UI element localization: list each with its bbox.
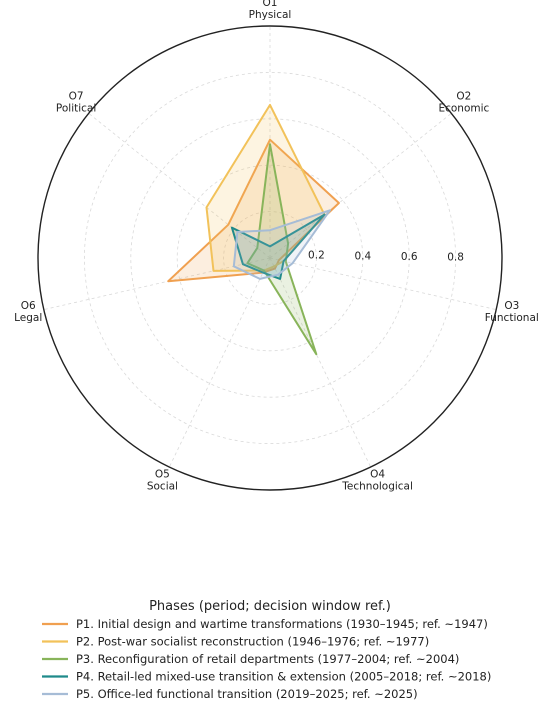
legend-label: P1. Initial design and wartime transform… <box>76 617 488 631</box>
axis-code: O5 <box>155 468 170 480</box>
axis-code: O4 <box>370 468 385 480</box>
axis-label-o5: O5 Social <box>147 468 178 492</box>
grid-spoke <box>168 257 271 468</box>
axis-label-o4: O4 Technological <box>341 468 413 492</box>
axis-name: Political <box>56 102 96 114</box>
axis-label-o2: O2 Economic <box>438 90 489 114</box>
radial-tick-labels: 0.2 0.4 0.6 0.8 <box>308 250 464 264</box>
legend-label: P3. Reconfiguration of retail department… <box>76 652 459 666</box>
series-p5 <box>232 209 331 280</box>
axis-code: O2 <box>456 90 471 102</box>
axis-name: Technological <box>341 480 413 492</box>
axis-name: Functional <box>485 312 539 324</box>
axis-code: O6 <box>21 300 36 312</box>
grid-spoke <box>269 257 372 468</box>
tick-label: 0.6 <box>401 251 418 263</box>
legend: P1. Initial design and wartime transform… <box>42 617 491 701</box>
axis-name: Physical <box>249 9 292 21</box>
grid-ring <box>223 211 317 305</box>
axis-name: Economic <box>438 102 489 114</box>
legend-title: Phases (period; decision window ref.) <box>149 599 391 614</box>
grid-spoke <box>269 113 452 259</box>
axis-code: O3 <box>504 300 519 312</box>
tick-label: 0.8 <box>447 252 464 264</box>
axis-label-o6: O6 Legal <box>14 300 42 324</box>
grid-spoke <box>269 257 497 311</box>
tick-label: 0.2 <box>308 250 325 262</box>
axis-code: O7 <box>69 90 84 102</box>
series-layer <box>167 103 340 356</box>
axis-label-o1: O1 Physical <box>249 0 292 21</box>
grid-spoke <box>88 113 271 259</box>
axis-name: Legal <box>14 312 42 324</box>
series-p3 <box>246 143 318 356</box>
axis-name: Social <box>147 480 178 492</box>
axis-label-o7: O7 Political <box>56 90 96 114</box>
legend-label: P4. Retail-led mixed-use transition & ex… <box>76 670 491 684</box>
outer-circle <box>37 25 503 491</box>
grid-ring <box>176 164 364 352</box>
legend-label: P5. Office-led functional transition (20… <box>76 687 418 701</box>
tick-label: 0.4 <box>354 250 371 262</box>
radar-grid <box>37 25 503 491</box>
legend-label: P2. Post-war socialist reconstruction (1… <box>76 635 429 649</box>
axis-labels: O1 Physical O2 Economic O3 Functional O4 Techno… <box>14 0 539 492</box>
grid-ring <box>83 71 457 445</box>
axis-code: O1 <box>263 0 278 9</box>
axis-label-o3: O3 Functional <box>485 300 539 324</box>
grid-spoke <box>43 257 271 311</box>
